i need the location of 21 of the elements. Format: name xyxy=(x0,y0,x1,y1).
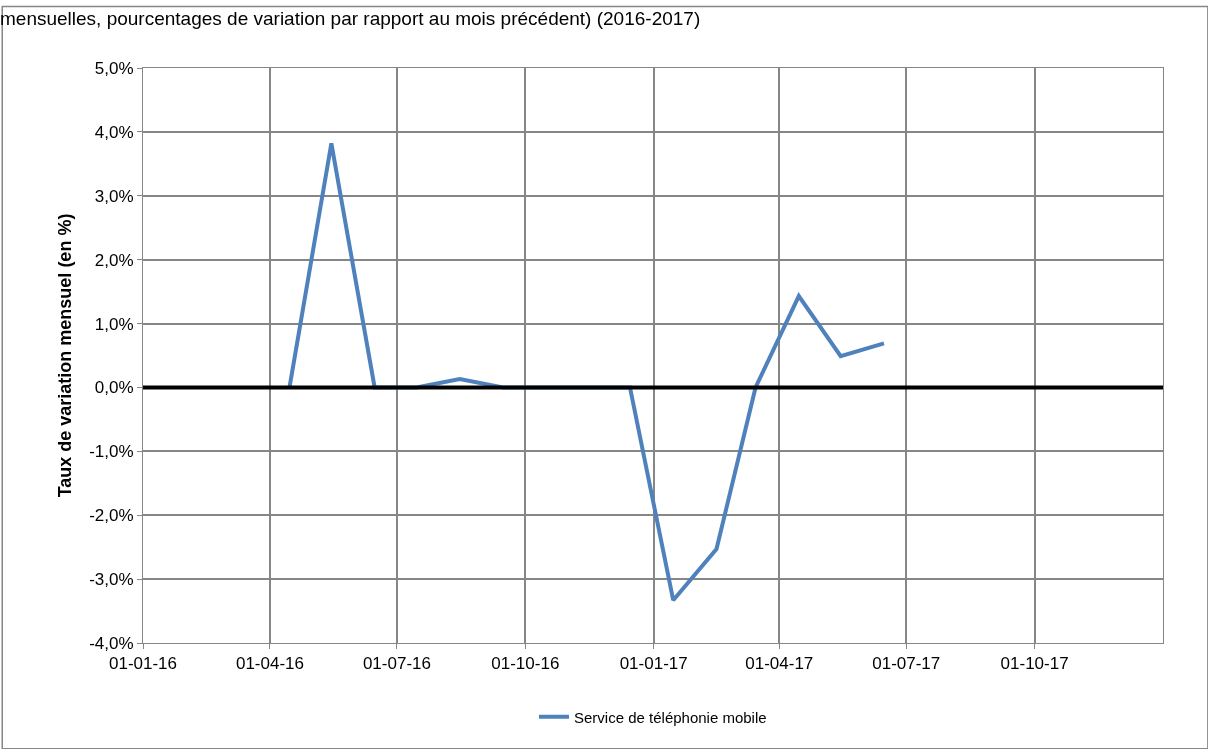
x-tick-label: 01-04-16 xyxy=(235,654,305,674)
legend-label: Service de téléphonie mobile xyxy=(574,708,767,726)
y-tick-label: 3,0% xyxy=(94,186,134,206)
y-tick-label: -3,0% xyxy=(89,570,134,590)
chart-title: mensuelles, pourcentages de variation par rapport au mois précédent) (2016-2017) xyxy=(0,7,701,29)
x-tick-label: 01-07-17 xyxy=(872,654,941,674)
y-axis-title: Taux de variation mensuel (en %) xyxy=(55,213,76,498)
y-tick-label: 5,0% xyxy=(94,58,134,78)
x-tick-label: 01-07-16 xyxy=(362,654,431,674)
x-tick-label: 01-01-16 xyxy=(108,654,178,674)
x-tick-label: 01-01-17 xyxy=(619,654,688,674)
y-tick-label: 4,0% xyxy=(94,122,134,142)
y-tick-label: 1,0% xyxy=(94,314,134,334)
y-tick-label: -4,0% xyxy=(89,633,134,653)
x-tick-label: 01-10-16 xyxy=(491,654,560,674)
y-tick-label: 2,0% xyxy=(94,250,134,270)
x-tick-label: 01-10-17 xyxy=(1000,654,1069,674)
y-tick-label: -2,0% xyxy=(89,506,134,526)
y-tick-label: 0,0% xyxy=(94,378,134,398)
x-tick-label: 01-04-17 xyxy=(745,654,814,674)
y-tick-label: -1,0% xyxy=(89,442,134,462)
